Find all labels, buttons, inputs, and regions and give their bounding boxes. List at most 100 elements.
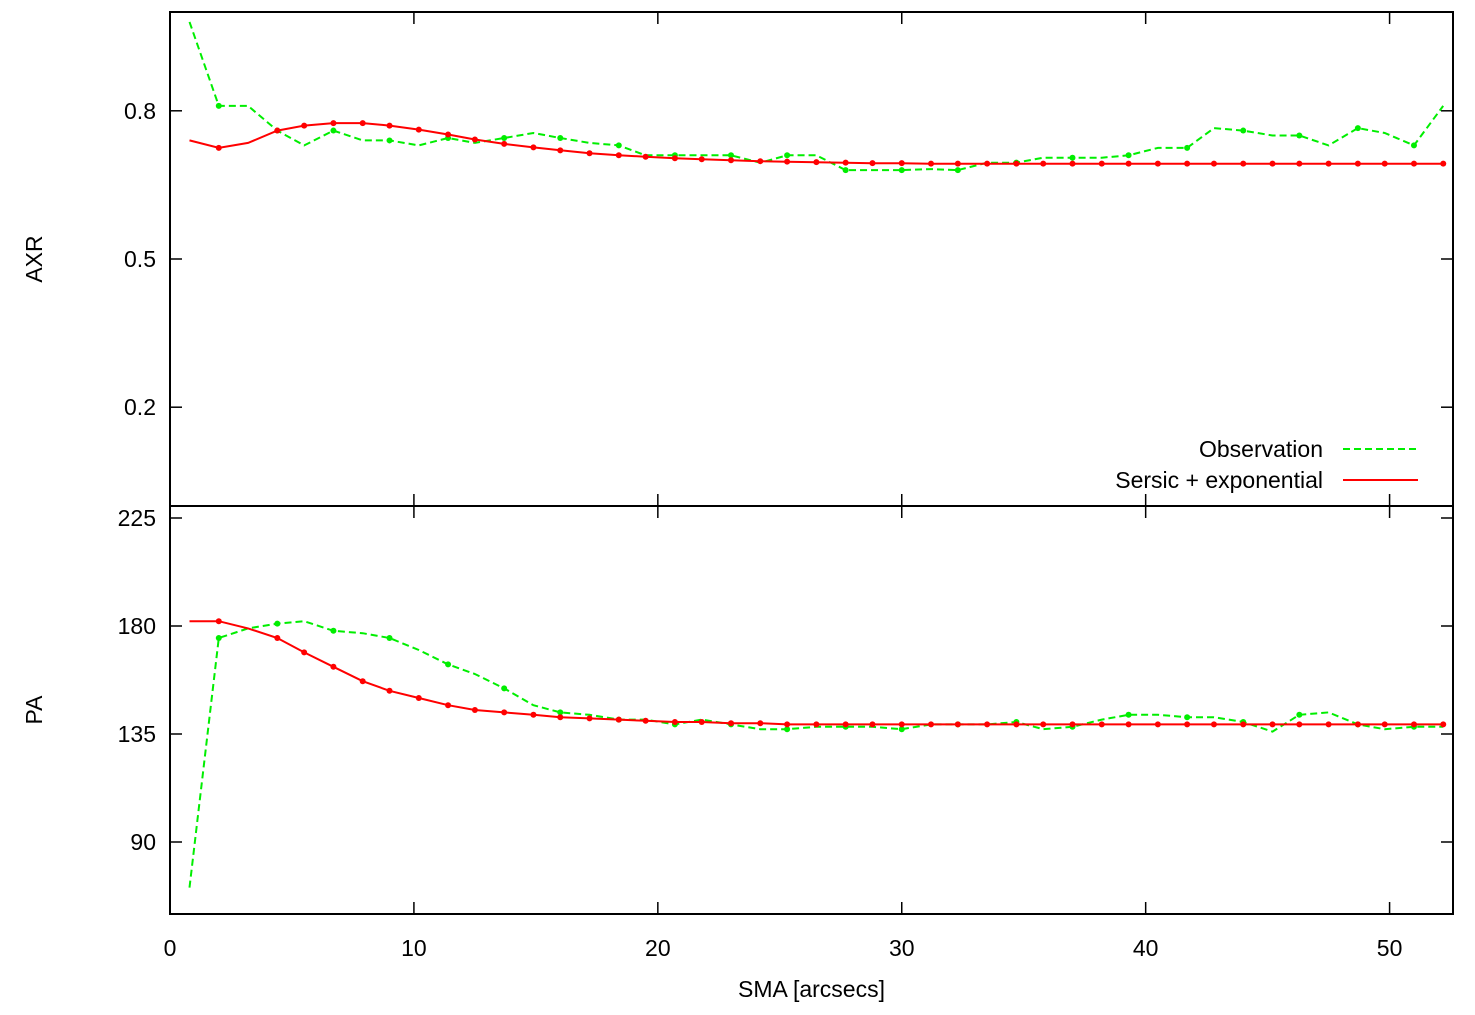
pa-model-point [359,678,366,685]
axr-model-point [928,160,935,167]
axr-model-point [445,131,452,138]
axr-model-point [1240,160,1247,167]
pa-model-point [728,720,735,727]
axr-model-point [1354,160,1361,167]
pa-observation-line [188,620,1444,888]
axr-model-point [1154,160,1161,167]
pa-model-point [274,635,281,641]
axr-model-point [301,122,308,129]
axr-model-point [898,160,905,167]
pa-model-point [471,707,478,713]
axr-model-point [784,158,791,165]
axr-model-point [501,140,508,147]
pa-model-point [928,721,935,728]
pa-model-point [869,721,876,728]
axr-model-point [984,160,991,167]
pa-xtick-label: 40 [1133,935,1159,961]
pa-xtick-label: 0 [164,935,177,961]
axr-ytick-label: 0.2 [124,394,156,420]
legend-label-observation: Observation [1199,436,1323,462]
legend-label-model: Sersic + exponential [1115,467,1323,493]
axr-model-point [1125,160,1132,167]
pa-observation-point [330,627,337,634]
pa-model-point [330,663,337,670]
pa-model-point [1040,721,1047,728]
pa-model-point [1013,721,1020,728]
axr-model-point [1296,160,1303,167]
pa-model-point [1154,721,1161,728]
pa-observation-point [386,635,393,641]
pa-plot-frame [169,505,1454,915]
pa-model-point [642,717,649,724]
axr-observation-point [842,167,849,174]
axr-model-point [813,159,820,166]
pa-model-point [1269,721,1276,728]
axr-model-point [359,120,366,127]
axr-observation-point [1069,154,1076,161]
pa-xtick-label: 10 [401,935,427,961]
pa-model-point [501,709,508,716]
pa-model-point [301,649,308,656]
axr-model-point [954,160,961,167]
axr-observation-point [501,134,508,141]
pa-model-point [813,721,820,728]
pa-observation-point [274,620,281,627]
axr-observation-point [1125,152,1132,159]
axr-model-point [728,157,735,164]
axr-model-point [1098,160,1105,167]
axr-model-point [1069,160,1076,167]
axr-model-point [1440,160,1447,167]
pa-observation-point [215,635,222,641]
pa-observation-point [898,726,905,733]
axr-model-point [671,155,678,162]
pa-model-point [1325,721,1332,728]
pa-observation-point [445,661,452,668]
pa-model-point [1069,721,1076,728]
axr-model-point [698,156,705,163]
pa-observation-point [557,709,564,716]
axr-model-point [471,136,478,143]
axr-model-point [386,122,393,129]
axr-model-point [1381,160,1388,167]
axr-ytick-label: 0.5 [124,246,156,272]
pa-x-axis-title: SMA [arcsecs] [738,976,885,1002]
axr-model-point [1325,160,1332,167]
axr-model-point [615,152,622,159]
pa-model-point [557,714,564,721]
pa-model-point [445,702,452,709]
pa-xtick-label: 20 [645,935,671,961]
axr-observation-point [557,134,564,141]
pa-observation-point [1125,711,1132,718]
axr-model-point [215,144,222,151]
axr-model-line [189,122,1444,165]
pa-model-point [1184,721,1191,728]
axr-observation-point [1410,142,1417,149]
axr-observation-point [615,142,622,149]
pa-model-point [415,695,422,701]
axr-y-axis-title: AXR [21,235,47,282]
pa-model-point [1440,721,1447,728]
pa-model-point [671,719,678,725]
pa-observation-point [1184,714,1191,721]
axr-model-point [1210,160,1217,167]
axr-model-point [530,144,537,151]
axr-observation-point [1184,144,1191,151]
axr-model-point [1013,160,1020,167]
axr-model-point [1269,160,1276,167]
pa-model-point [698,719,705,725]
axr-observation-point [215,102,222,109]
axr-observation-point [784,152,791,159]
axr-observation-point [386,137,393,144]
pa-model-point [386,687,393,694]
pa-model-point [615,716,622,723]
axr-model-point [557,147,564,154]
pa-observation-point [1296,711,1303,718]
pa-model-point [1381,721,1388,728]
axr-observation-line [188,21,1445,172]
pa-model-point [1098,721,1105,728]
axr-observation-point [898,167,905,174]
pa-model-point [898,721,905,728]
axr-model-point [586,150,593,157]
pa-ytick-label: 135 [118,721,156,747]
pa-model-point [984,721,991,728]
